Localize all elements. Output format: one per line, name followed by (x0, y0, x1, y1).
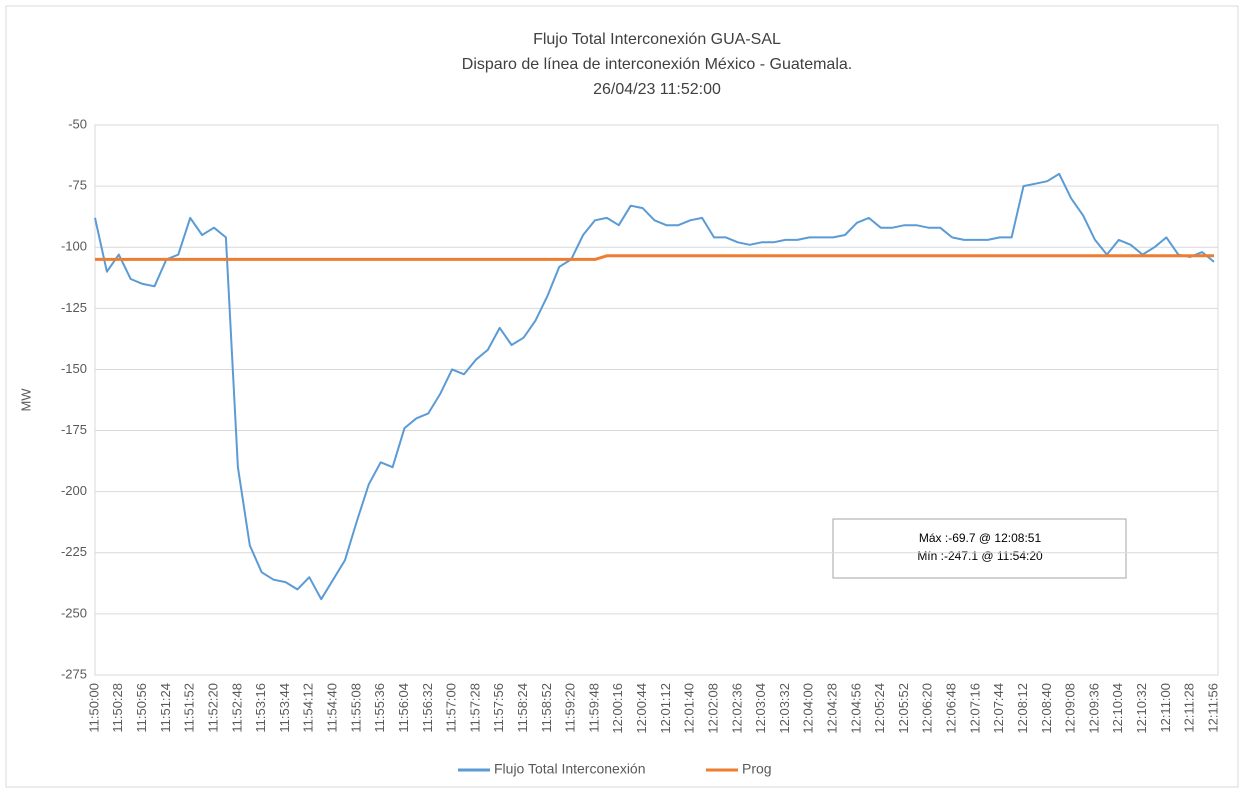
x-tick-label: 12:11:56 (1205, 683, 1220, 733)
x-tick-label: 11:52:48 (229, 683, 244, 733)
y-tick-label: -225 (61, 544, 87, 559)
x-tick-label: 11:51:24 (158, 683, 173, 733)
x-tick-label: 11:57:28 (467, 683, 482, 733)
x-tick-label: 11:54:12 (301, 683, 316, 733)
x-tick-label: 11:53:44 (277, 683, 292, 733)
x-tick-label: 11:52:20 (205, 683, 220, 733)
x-tick-label: 12:06:48 (944, 683, 959, 734)
x-tick-label: 11:59:48 (586, 683, 601, 733)
y-tick-label: -50 (68, 116, 87, 131)
x-tick-label: 12:05:52 (896, 683, 911, 734)
x-tick-label: 11:59:20 (563, 683, 578, 733)
legend-label: Prog (742, 761, 772, 777)
series-line (95, 254, 1214, 261)
y-tick-label: -250 (61, 605, 87, 620)
y-tick-label: -275 (61, 666, 87, 681)
chart-date: 26/04/23 11:52:00 (593, 81, 721, 98)
annotation-box (832, 518, 1127, 579)
series-line (94, 172, 1215, 601)
x-tick-label: 11:50:28 (110, 683, 125, 733)
y-tick-label: -125 (61, 300, 87, 315)
x-tick-label: 12:04:56 (848, 683, 863, 734)
x-tick-label: 12:07:44 (991, 683, 1006, 734)
x-tick-label: 11:55:08 (348, 683, 363, 733)
x-tick-label: 11:50:00 (86, 683, 101, 733)
x-tick-label: 11:58:24 (515, 683, 530, 733)
x-tick-label: 12:10:32 (1134, 683, 1149, 734)
annotation-min: Mín :-247.1 @ 11:54:20 (917, 549, 1043, 563)
x-tick-label: 12:08:40 (1039, 683, 1054, 734)
y-tick-label: -150 (61, 361, 87, 376)
x-tick-label: 11:57:00 (444, 683, 459, 733)
x-tick-label: 11:56:32 (420, 683, 435, 733)
annotation-max: Máx :-69.7 @ 12:08:51 (919, 531, 1042, 545)
x-tick-label: 12:00:16 (610, 683, 625, 734)
x-tick-label: 11:58:52 (539, 683, 554, 733)
x-tick-label: 12:11:00 (1158, 683, 1173, 733)
plot-border (94, 124, 1219, 676)
x-tick-label: 12:03:32 (777, 683, 792, 734)
y-tick-label: -100 (61, 239, 87, 254)
x-tick-label: 12:01:12 (658, 683, 673, 734)
x-tick-label: 12:09:36 (1086, 683, 1101, 734)
x-tick-label: 12:11:28 (1182, 683, 1197, 733)
x-tick-label: 11:56:04 (396, 683, 411, 733)
y-tick-label: -175 (61, 422, 87, 437)
y-axis-label: MW (18, 388, 33, 412)
x-tick-label: 12:03:04 (753, 683, 768, 734)
chart-subtitle: Disparo de línea de interconexión México… (462, 56, 852, 73)
x-tick-label: 12:06:20 (920, 683, 935, 734)
x-tick-label: 12:10:04 (1110, 683, 1125, 734)
x-tick-label: 12:02:08 (705, 683, 720, 734)
y-tick-label: -75 (68, 178, 87, 193)
chart-title: Flujo Total Interconexión GUA-SAL (533, 31, 781, 48)
x-tick-label: 11:57:56 (491, 683, 506, 733)
legend-label: Flujo Total Interconexión (494, 761, 646, 777)
x-tick-label: 12:07:16 (967, 683, 982, 734)
x-tick-label: 11:50:56 (134, 683, 149, 733)
chart-frame (5, 5, 1239, 788)
x-tick-label: 12:08:12 (1015, 683, 1030, 734)
x-tick-label: 12:04:00 (801, 683, 816, 734)
x-tick-label: 11:53:16 (253, 683, 268, 733)
y-tick-label: -200 (61, 483, 87, 498)
x-tick-label: 11:55:36 (372, 683, 387, 733)
x-tick-label: 11:51:52 (182, 683, 197, 733)
x-tick-label: 12:01:40 (682, 683, 697, 734)
x-tick-label: 11:54:40 (325, 683, 340, 733)
x-tick-label: 12:05:24 (872, 683, 887, 734)
x-tick-label: 12:00:44 (634, 683, 649, 734)
x-tick-label: 12:04:28 (825, 683, 840, 734)
x-tick-label: 12:09:08 (1063, 683, 1078, 734)
x-tick-label: 12:02:36 (729, 683, 744, 734)
